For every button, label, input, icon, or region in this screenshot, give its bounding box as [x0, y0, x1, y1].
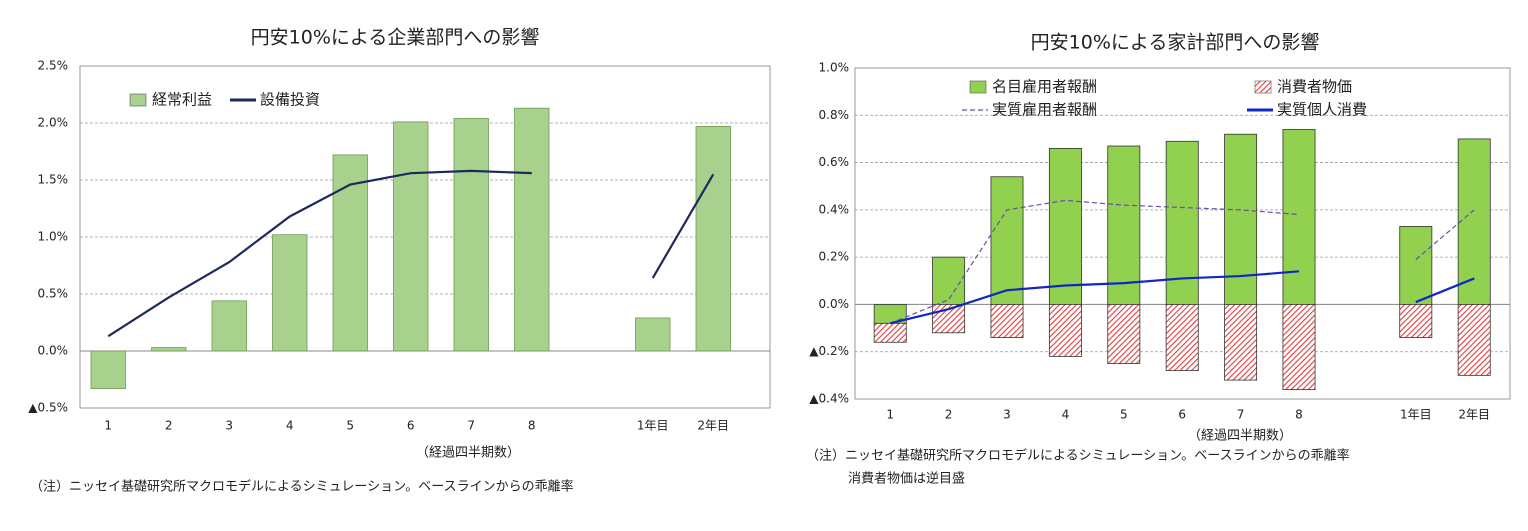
- bar: [332, 154, 368, 352]
- bar: [932, 256, 966, 305]
- chart-title: 円安10%による企業部門への影響: [251, 27, 540, 49]
- y-tick-label: 1.0%: [819, 61, 850, 75]
- note: （注）ニッセイ基礎研究所マクロモデルによるシミュレーション。ベースラインからの乖…: [806, 448, 1350, 464]
- x-tick-label: 4: [286, 419, 294, 433]
- x-tick-label: 5: [1120, 408, 1128, 422]
- x-tick-label: 6: [1178, 408, 1186, 422]
- bar: [514, 107, 550, 352]
- x-tick-label: 3: [1003, 408, 1011, 422]
- bar: [1282, 304, 1316, 390]
- y-tick-label: 2.5%: [38, 59, 69, 73]
- y-tick-label: 1.0%: [38, 230, 69, 244]
- x-tick-label: 2: [945, 408, 953, 422]
- bar: [1457, 138, 1491, 305]
- bar: [1399, 226, 1433, 305]
- x-tick-label: 1年目: [1400, 408, 1432, 422]
- bar: [151, 347, 187, 352]
- legend-swatch: [129, 93, 147, 107]
- bar: [1048, 304, 1082, 357]
- y-tick-label: ▲0.4%: [809, 392, 849, 406]
- legend-label: 設備投資: [260, 91, 320, 109]
- bar: [990, 176, 1024, 305]
- x-tick-label: 6: [407, 419, 415, 433]
- bar: [1165, 304, 1199, 372]
- bar: [393, 121, 429, 352]
- bar: [1399, 304, 1433, 338]
- y-tick-label: 0.0%: [38, 344, 69, 358]
- legend-label: 名目雇用者報酬: [992, 78, 1097, 96]
- x-tick-label: 1年目: [637, 419, 669, 433]
- bar: [873, 322, 907, 343]
- y-tick-label: ▲0.2%: [809, 344, 849, 358]
- bar: [272, 234, 308, 352]
- legend-label: 実質雇用者報酬: [992, 101, 1097, 119]
- x-tick-label: 5: [346, 419, 354, 433]
- bar: [635, 317, 671, 352]
- bar: [1282, 129, 1316, 305]
- legend-swatch: [969, 80, 987, 94]
- x-tick-label: 2年目: [1458, 408, 1490, 422]
- line: [889, 199, 1475, 324]
- bar: [695, 126, 731, 352]
- y-tick-label: 0.8%: [819, 108, 850, 122]
- x-tick-label: 8: [528, 419, 536, 433]
- legend-label: 実質個人消費: [1277, 101, 1367, 119]
- x-tick-label: 7: [1237, 408, 1245, 422]
- chart-title: 円安10%による家計部門への影響: [1031, 32, 1320, 54]
- y-tick-label: 0.4%: [819, 202, 850, 216]
- y-tick-label: 2.0%: [38, 116, 69, 130]
- x-tick-label: 4: [1062, 408, 1070, 422]
- bar: [453, 118, 489, 352]
- y-tick-label: ▲0.5%: [28, 401, 68, 415]
- line: [889, 270, 1475, 325]
- y-tick-label: 0.6%: [819, 155, 850, 169]
- x-tick-label: 2年目: [697, 419, 729, 433]
- legend-swatch: [1254, 80, 1272, 94]
- bar: [90, 350, 126, 390]
- bar: [1224, 133, 1258, 305]
- bar: [1457, 304, 1491, 376]
- x-tick-label: 3: [225, 419, 233, 433]
- legend-label: 経常利益: [152, 91, 212, 109]
- x-axis-label: （経過四半期数）: [1188, 429, 1292, 444]
- x-tick-label: 8: [1295, 408, 1303, 422]
- note: （注）ニッセイ基礎研究所マクロモデルによるシミュレーション。ベースラインからの乖…: [30, 479, 574, 495]
- x-axis-label: （経過四半期数）: [416, 446, 520, 461]
- legend-label: 消費者物価: [1277, 78, 1352, 96]
- bar: [1048, 147, 1082, 305]
- bar: [1107, 304, 1141, 364]
- x-tick-label: 1: [104, 419, 112, 433]
- note: 消費者物価は逆目盛: [848, 471, 965, 487]
- y-tick-label: 0.5%: [38, 287, 69, 301]
- bar: [211, 300, 247, 352]
- x-tick-label: 1: [886, 408, 894, 422]
- y-tick-label: 0.0%: [819, 297, 850, 311]
- bar: [1224, 304, 1258, 381]
- line: [107, 169, 715, 338]
- bar: [990, 304, 1024, 338]
- y-tick-label: 0.2%: [819, 250, 850, 264]
- bar: [1107, 145, 1141, 305]
- y-tick-label: 1.5%: [38, 173, 69, 187]
- x-tick-label: 7: [467, 419, 475, 433]
- x-tick-label: 2: [165, 419, 173, 433]
